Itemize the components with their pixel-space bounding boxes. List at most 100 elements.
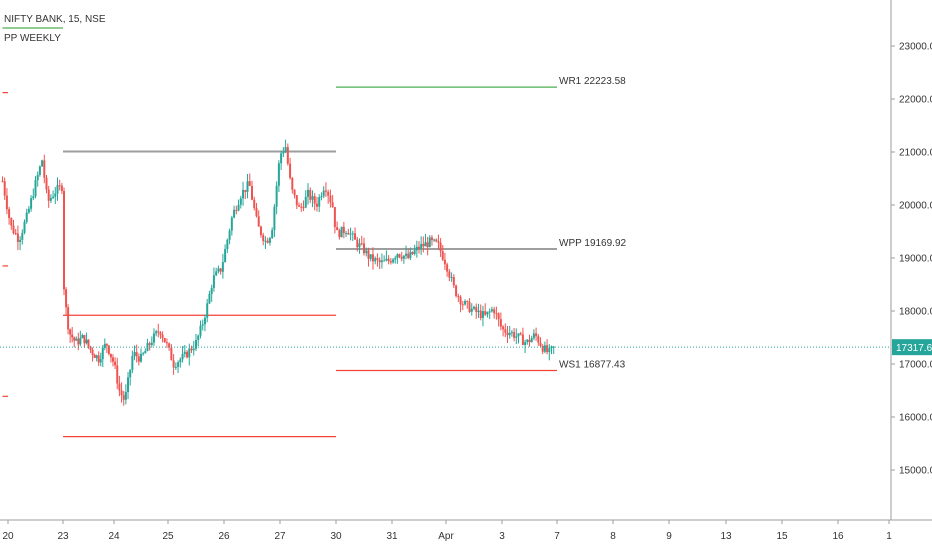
- candle: [212, 267, 215, 292]
- candle-body: [342, 226, 345, 234]
- candle-body: [85, 339, 88, 344]
- candle-body: [433, 239, 436, 241]
- candle: [93, 353, 96, 358]
- candle: [490, 306, 493, 313]
- candle: [192, 340, 195, 356]
- candle-body: [504, 329, 507, 333]
- candle-body: [466, 301, 469, 303]
- candle-body: [315, 203, 318, 207]
- candle: [329, 189, 332, 208]
- candle-body: [457, 296, 460, 298]
- candle: [168, 342, 171, 351]
- candle: [448, 268, 451, 282]
- candle-body: [268, 238, 271, 243]
- candle: [242, 181, 245, 206]
- candle: [275, 181, 278, 215]
- candle: [3, 177, 6, 200]
- candle: [47, 185, 50, 208]
- candle: [365, 247, 368, 257]
- y-tick-label: 17000.00: [899, 360, 932, 371]
- candle-body: [333, 207, 336, 228]
- candle: [99, 352, 102, 367]
- candle: [383, 255, 386, 262]
- candle: [219, 267, 222, 275]
- x-tick-label: 16: [832, 531, 844, 542]
- candle-body: [58, 185, 61, 187]
- candle-body: [543, 345, 546, 352]
- candle: [437, 234, 440, 250]
- candle-body: [79, 338, 82, 345]
- candle-body: [118, 383, 121, 391]
- candle-body: [103, 343, 106, 348]
- candle-body: [517, 333, 520, 337]
- candle: [23, 219, 26, 235]
- candle: [411, 251, 414, 255]
- candle-body: [422, 243, 425, 247]
- candle: [360, 235, 363, 246]
- candle: [347, 228, 350, 235]
- candle: [535, 327, 538, 341]
- candle-body: [409, 251, 412, 258]
- candle-body: [519, 333, 522, 335]
- candle: [376, 253, 379, 267]
- candle: [36, 171, 39, 187]
- candle-body: [304, 196, 307, 208]
- candle-body: [161, 334, 164, 339]
- candle-body: [3, 181, 6, 196]
- candle: [515, 328, 518, 345]
- candle-body: [374, 258, 377, 262]
- candle: [396, 253, 399, 264]
- candle: [324, 182, 327, 197]
- candle-body: [528, 339, 531, 343]
- candle: [79, 330, 82, 347]
- pivot-levels: WR1 22223.58 WPP 19169.92 WS1 16877.43: [2, 27, 627, 438]
- candle: [30, 195, 33, 212]
- candle-body: [206, 303, 209, 318]
- candle-body: [23, 221, 26, 233]
- last-price-label: 17317.65: [896, 343, 932, 354]
- candle: [552, 345, 555, 355]
- candle-body: [69, 329, 72, 335]
- candle: [73, 336, 76, 348]
- candle-body: [515, 336, 518, 338]
- candle: [268, 236, 271, 246]
- candle-body: [16, 233, 19, 242]
- candle: [504, 323, 507, 338]
- candle-body: [441, 251, 444, 260]
- candle: [163, 337, 166, 343]
- candle: [356, 236, 359, 252]
- candle: [195, 334, 197, 352]
- candle-body: [376, 258, 379, 260]
- candle-body: [331, 202, 334, 208]
- candle-body: [186, 351, 189, 358]
- candle: [83, 334, 86, 348]
- candle: [508, 325, 511, 339]
- candle: [530, 335, 533, 343]
- candle-body: [389, 261, 392, 263]
- candle-body: [73, 337, 76, 341]
- candle: [349, 227, 352, 241]
- candle-body: [426, 242, 429, 248]
- candle-body: [177, 362, 180, 367]
- candle-body: [19, 239, 22, 242]
- candle-body: [246, 181, 249, 192]
- candle-body: [439, 242, 442, 252]
- candle-body: [298, 205, 301, 207]
- candle: [221, 253, 224, 279]
- x-tick-label: 15: [776, 531, 788, 542]
- candle: [320, 192, 323, 201]
- candle: [289, 157, 292, 180]
- candle-body: [264, 240, 267, 242]
- candle: [345, 230, 348, 238]
- candle-body: [183, 351, 186, 354]
- candle: [54, 187, 57, 204]
- candle: [135, 344, 138, 363]
- candle-body: [170, 347, 173, 361]
- x-tick-label: 23: [57, 531, 69, 542]
- candle: [422, 236, 425, 253]
- candle: [488, 308, 491, 320]
- candle-body: [199, 325, 202, 336]
- candle: [5, 188, 8, 215]
- candle: [52, 190, 55, 200]
